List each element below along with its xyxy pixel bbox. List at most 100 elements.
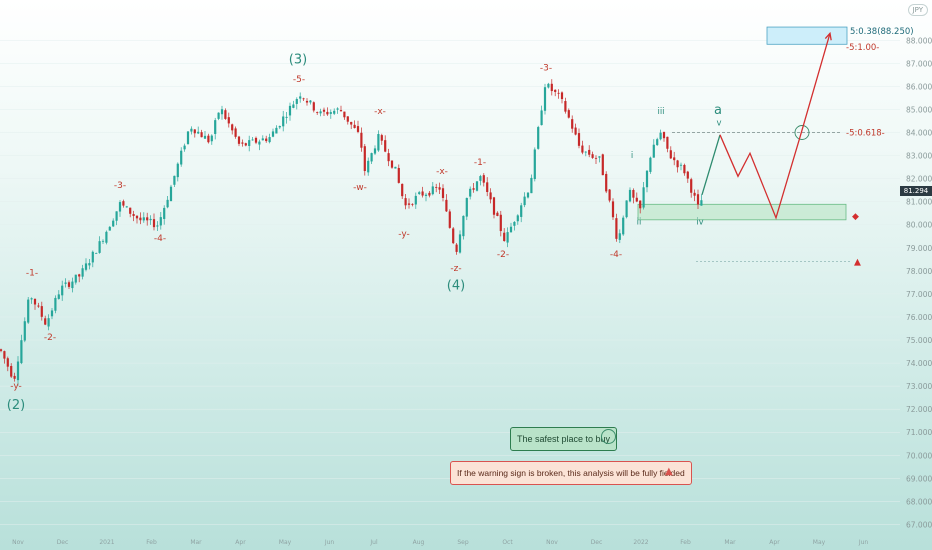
candle-body	[424, 194, 428, 196]
y-axis: 67.000 68.000 69.000 70.000 71.000 72.000 73.0…	[906, 36, 932, 529]
y-tick-label: 74.000	[906, 359, 932, 368]
wave-label: -w-	[353, 183, 367, 193]
candle-body	[3, 351, 6, 359]
candle-body	[176, 163, 179, 178]
wave-label: -3-	[114, 181, 126, 191]
candle-body	[6, 358, 9, 367]
warning-note: If the warning sign is broken, this anal…	[450, 461, 692, 485]
candle-body	[659, 132, 662, 140]
candle-body	[33, 298, 37, 305]
wave-label: iii	[657, 107, 664, 117]
wave-label: -4-	[610, 250, 622, 260]
y-tick-label: 75.000	[906, 336, 932, 345]
last-price-tag: 81.294	[900, 186, 932, 196]
candle-body	[649, 157, 652, 172]
candle-body	[431, 186, 434, 195]
candle-body	[37, 305, 40, 307]
candle-body	[588, 149, 591, 155]
candle-body	[608, 189, 611, 201]
candle-body	[10, 366, 13, 377]
y-tick-label: 77.000	[906, 290, 932, 299]
candle-body	[598, 156, 601, 158]
candle-body	[516, 215, 519, 222]
candle-body	[618, 233, 621, 240]
x-tick-label: Feb	[146, 539, 157, 546]
candle-body	[475, 181, 479, 191]
candle-body	[367, 160, 370, 173]
x-tick-label: Apr	[769, 539, 780, 546]
candle-body	[112, 220, 115, 227]
candle-body	[414, 195, 417, 205]
candle-body	[530, 177, 533, 194]
candle-body	[411, 203, 414, 205]
candle-body	[224, 110, 227, 119]
candle-body	[268, 137, 271, 143]
candle-body	[363, 146, 366, 172]
candle-body	[135, 215, 139, 219]
candle-body	[567, 110, 570, 118]
candle-body	[537, 127, 540, 149]
circle-marker-icon	[601, 429, 616, 444]
candle-body	[302, 98, 305, 100]
candle-body	[339, 110, 343, 112]
price-levels: ▲◆	[637, 26, 861, 268]
candle-body	[261, 138, 264, 141]
candle-body	[47, 318, 50, 327]
candle-body	[139, 217, 142, 221]
candle-body	[550, 83, 553, 92]
wave-label: -y-	[398, 229, 410, 239]
x-tick-label: Sep	[457, 539, 469, 546]
candle-body	[377, 134, 380, 151]
candle-body	[169, 186, 173, 202]
candle-body	[615, 218, 618, 239]
candle-body	[356, 126, 360, 132]
candle-body	[448, 211, 451, 228]
candle-body	[292, 104, 295, 108]
candle-body	[299, 96, 302, 99]
ticker-badge[interactable]: JPY	[907, 4, 928, 16]
target-circle-marker	[794, 125, 810, 140]
wave-label: -y-	[10, 381, 22, 391]
projection-green-leg	[701, 134, 721, 195]
candle-body	[611, 201, 615, 218]
candle-body	[591, 154, 594, 158]
candle-body	[469, 188, 472, 197]
candle-body	[690, 179, 693, 193]
candle-body	[16, 361, 20, 381]
wave-label: iv	[696, 218, 703, 228]
candle-body	[656, 139, 659, 146]
candle-body	[390, 160, 394, 168]
candle-body	[540, 110, 543, 126]
candle-body	[217, 112, 220, 119]
wave-label: -1-	[474, 158, 486, 168]
y-tick-label: 73.000	[906, 382, 932, 391]
candle-body	[458, 234, 462, 253]
candle-body	[384, 140, 387, 152]
candle-body	[571, 119, 574, 129]
x-tick-label: Apr	[235, 539, 246, 546]
candle-body	[645, 170, 649, 188]
y-tick-label: 70.000	[906, 451, 932, 460]
candle-body	[683, 164, 686, 174]
candle-body	[122, 201, 125, 206]
candle-body	[91, 251, 94, 263]
warning-sign-icon: ▲	[854, 258, 861, 268]
x-tick-label: Oct	[502, 539, 513, 546]
candle-body	[203, 135, 207, 139]
projection-arrowhead	[824, 31, 832, 41]
candle-body	[329, 112, 332, 114]
candle-body	[142, 217, 145, 221]
candle-body	[316, 112, 319, 113]
candle-body	[581, 145, 584, 153]
candle-body	[350, 121, 353, 125]
wave-label: -3-	[540, 63, 552, 73]
candle-body	[27, 299, 30, 323]
candle-body	[346, 116, 349, 122]
candle-body	[370, 153, 373, 162]
candle-body	[492, 197, 496, 215]
candle-body	[564, 101, 567, 112]
candle-body	[254, 137, 258, 143]
candle-body	[183, 145, 186, 150]
wave-label: -x-	[374, 107, 386, 117]
